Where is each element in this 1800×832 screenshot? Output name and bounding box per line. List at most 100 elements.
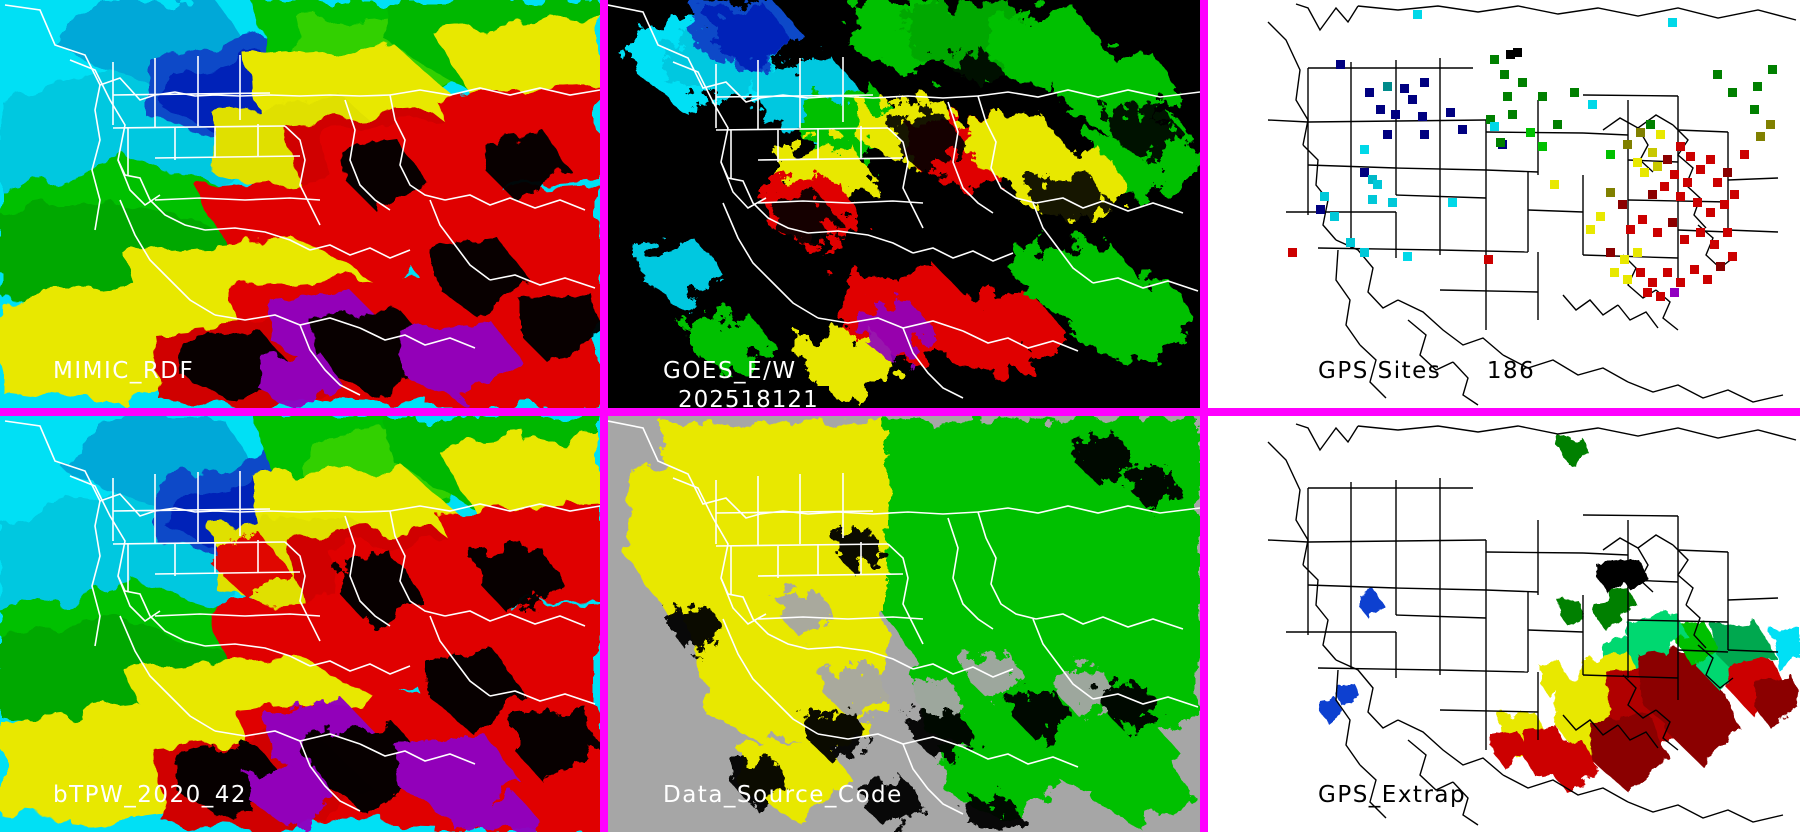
gps-site-marker — [1538, 142, 1547, 151]
panel-mimic-rdf[interactable]: MIMIC_RDF — [0, 0, 600, 408]
gps-site-marker — [1506, 50, 1515, 59]
gps-site-marker — [1663, 155, 1672, 164]
gps-site-marker — [1368, 175, 1377, 184]
gps-site-marker — [1753, 82, 1762, 91]
gps-site-marker — [1490, 55, 1499, 64]
gps-site-marker — [1638, 215, 1647, 224]
gps-site-marker — [1383, 130, 1392, 139]
gps-site-marker — [1706, 208, 1715, 217]
gps-site-marker — [1391, 110, 1400, 119]
gps-site-marker — [1408, 95, 1417, 104]
mimic-rdf-field — [0, 0, 600, 408]
gps-site-marker — [1596, 212, 1605, 221]
gps-site-marker — [1680, 235, 1689, 244]
gps-site-marker — [1706, 155, 1715, 164]
gps-site-marker — [1716, 262, 1725, 271]
gps-site-marker — [1768, 65, 1777, 74]
gps-site-marker — [1693, 198, 1702, 207]
gps-site-marker — [1403, 252, 1412, 261]
btpw-field — [0, 416, 600, 832]
gps-site-marker — [1458, 125, 1467, 134]
gps-site-marker — [1676, 142, 1685, 151]
gps-site-marker — [1316, 205, 1325, 214]
gps-site-marker — [1588, 100, 1597, 109]
gps-site-marker — [1484, 255, 1493, 264]
panel-label-goes-ew: GOES_E/W — [663, 358, 797, 384]
gps-site-marker — [1750, 105, 1759, 114]
panel-label-gps-sites: GPS Sites 186 — [1318, 358, 1535, 384]
gps-site-marker — [1373, 180, 1382, 189]
panel-gps-sites[interactable]: GPS Sites 186 — [1208, 0, 1800, 408]
gps-site-marker — [1526, 128, 1535, 137]
gps-site-marker — [1513, 48, 1522, 57]
gps-site-marker — [1610, 268, 1619, 277]
gps-site-marker — [1420, 78, 1429, 87]
gps-site-marker — [1740, 150, 1749, 159]
gps-site-marker — [1648, 278, 1657, 287]
gps-site-marker — [1720, 200, 1729, 209]
gps-site-marker — [1730, 190, 1739, 199]
gps-site-marker — [1690, 265, 1699, 274]
gps-site-marker — [1346, 238, 1355, 247]
gps-site-marker — [1626, 225, 1635, 234]
gps-site-marker — [1686, 152, 1695, 161]
gps-site-marker — [1620, 255, 1629, 264]
gps-site-marker — [1486, 115, 1495, 124]
gps-site-marker — [1713, 70, 1722, 79]
panel-gps-extrap[interactable]: GPS_Extrap — [1208, 416, 1800, 832]
gps-site-marker — [1400, 84, 1409, 93]
gps-site-marker — [1668, 218, 1677, 227]
gps-site-marker — [1696, 165, 1705, 174]
gps-sites-label-text: GPS Sites — [1318, 358, 1442, 384]
gps-sites-count: 186 — [1486, 358, 1536, 384]
gps-site-marker — [1633, 158, 1642, 167]
gps-site-marker — [1653, 228, 1662, 237]
gps-site-marker — [1360, 168, 1369, 177]
gps-site-marker — [1723, 168, 1732, 177]
gps-site-marker — [1713, 178, 1722, 187]
gps-site-marker — [1320, 192, 1329, 201]
gps-site-marker — [1676, 192, 1685, 201]
gps-site-marker — [1508, 110, 1517, 119]
gps-site-marker — [1640, 168, 1649, 177]
gps-site-marker — [1413, 10, 1422, 19]
gps-site-marker — [1490, 122, 1499, 131]
gps-site-marker — [1656, 292, 1665, 301]
gps-site-marker — [1360, 248, 1369, 257]
gps-site-marker — [1570, 88, 1579, 97]
gps-site-marker — [1420, 130, 1429, 139]
gps-site-marker — [1676, 278, 1685, 287]
panel-label-data-source-code: Data_Source_Code — [663, 782, 903, 808]
gps-site-marker — [1550, 180, 1559, 189]
gps-site-marker — [1500, 70, 1509, 79]
gps-site-marker — [1696, 228, 1705, 237]
gps-site-marker — [1728, 88, 1737, 97]
gps-site-marker — [1288, 248, 1297, 257]
gps-site-marker — [1756, 132, 1765, 141]
gps-site-marker — [1606, 150, 1615, 159]
gps-site-marker — [1646, 120, 1655, 129]
panel-goes-ew[interactable]: GOES_E/W 202518121 — [608, 0, 1200, 408]
gps-site-marker — [1553, 120, 1562, 129]
gps-site-marker — [1376, 105, 1385, 114]
panel-label-mimic-rdf: MIMIC_RDF — [53, 358, 195, 384]
gps-site-marker — [1418, 112, 1427, 121]
gps-site-marker — [1648, 148, 1657, 157]
gps-site-marker — [1648, 190, 1657, 199]
gps-site-marker — [1663, 268, 1672, 277]
panel-data-source-code[interactable]: Data_Source_Code — [608, 416, 1200, 832]
panel-label-btpw: bTPW_2020_42 — [53, 782, 248, 808]
gps-site-marker — [1710, 240, 1719, 249]
gps-site-marker — [1670, 288, 1679, 297]
gps-site-marker — [1683, 178, 1692, 187]
gps-site-marker — [1636, 268, 1645, 277]
gps-site-marker — [1336, 60, 1345, 69]
gps-site-marker — [1388, 198, 1397, 207]
panel-btpw[interactable]: bTPW_2020_42 — [0, 416, 600, 832]
gps-site-marker — [1723, 228, 1732, 237]
gps-site-marker — [1586, 225, 1595, 234]
gps-site-marker — [1623, 275, 1632, 284]
gps-site-marker — [1636, 128, 1645, 137]
gps-extrap-field — [1320, 435, 1800, 794]
